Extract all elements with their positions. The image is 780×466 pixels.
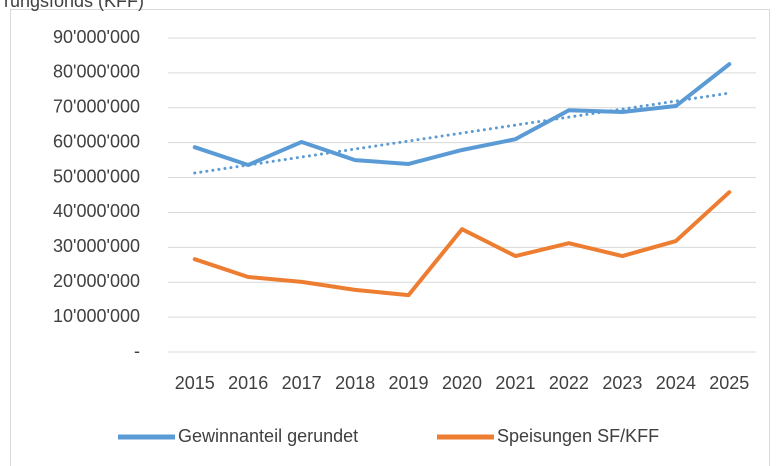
x-tick-label: 2017 (282, 373, 322, 393)
legend-label: Gewinnanteil gerundet (178, 426, 358, 446)
y-tick-label: 20'000'000 (53, 271, 140, 291)
y-tick-label: 90'000'000 (53, 27, 140, 47)
chart-title: rungsfonds (KFF) (4, 0, 144, 11)
y-tick-label: 10'000'000 (53, 306, 140, 326)
x-tick-label: 2023 (602, 373, 642, 393)
x-tick-label: 2024 (656, 373, 696, 393)
chart-border (10, 9, 770, 466)
x-tick-label: 2020 (442, 373, 482, 393)
y-tick-label: 60'000'000 (53, 131, 140, 151)
y-tick-label: - (134, 341, 140, 361)
x-tick-label: 2025 (709, 373, 749, 393)
legend-label: Speisungen SF/KFF (497, 426, 659, 446)
y-tick-label: 70'000'000 (53, 97, 140, 117)
x-tick-label: 2021 (495, 373, 535, 393)
x-tick-label: 2019 (389, 373, 429, 393)
y-tick-label: 80'000'000 (53, 62, 140, 82)
series-line (192, 190, 732, 298)
y-tick-label: 50'000'000 (53, 166, 140, 186)
x-tick-label: 2018 (335, 373, 375, 393)
series-line (192, 62, 732, 167)
y-tick-label: 40'000'000 (53, 201, 140, 221)
x-tick-label: 2015 (175, 373, 215, 393)
x-tick-label: 2016 (228, 373, 268, 393)
x-tick-label: 2022 (549, 373, 589, 393)
y-tick-label: 30'000'000 (53, 236, 140, 256)
trendline (193, 91, 731, 175)
